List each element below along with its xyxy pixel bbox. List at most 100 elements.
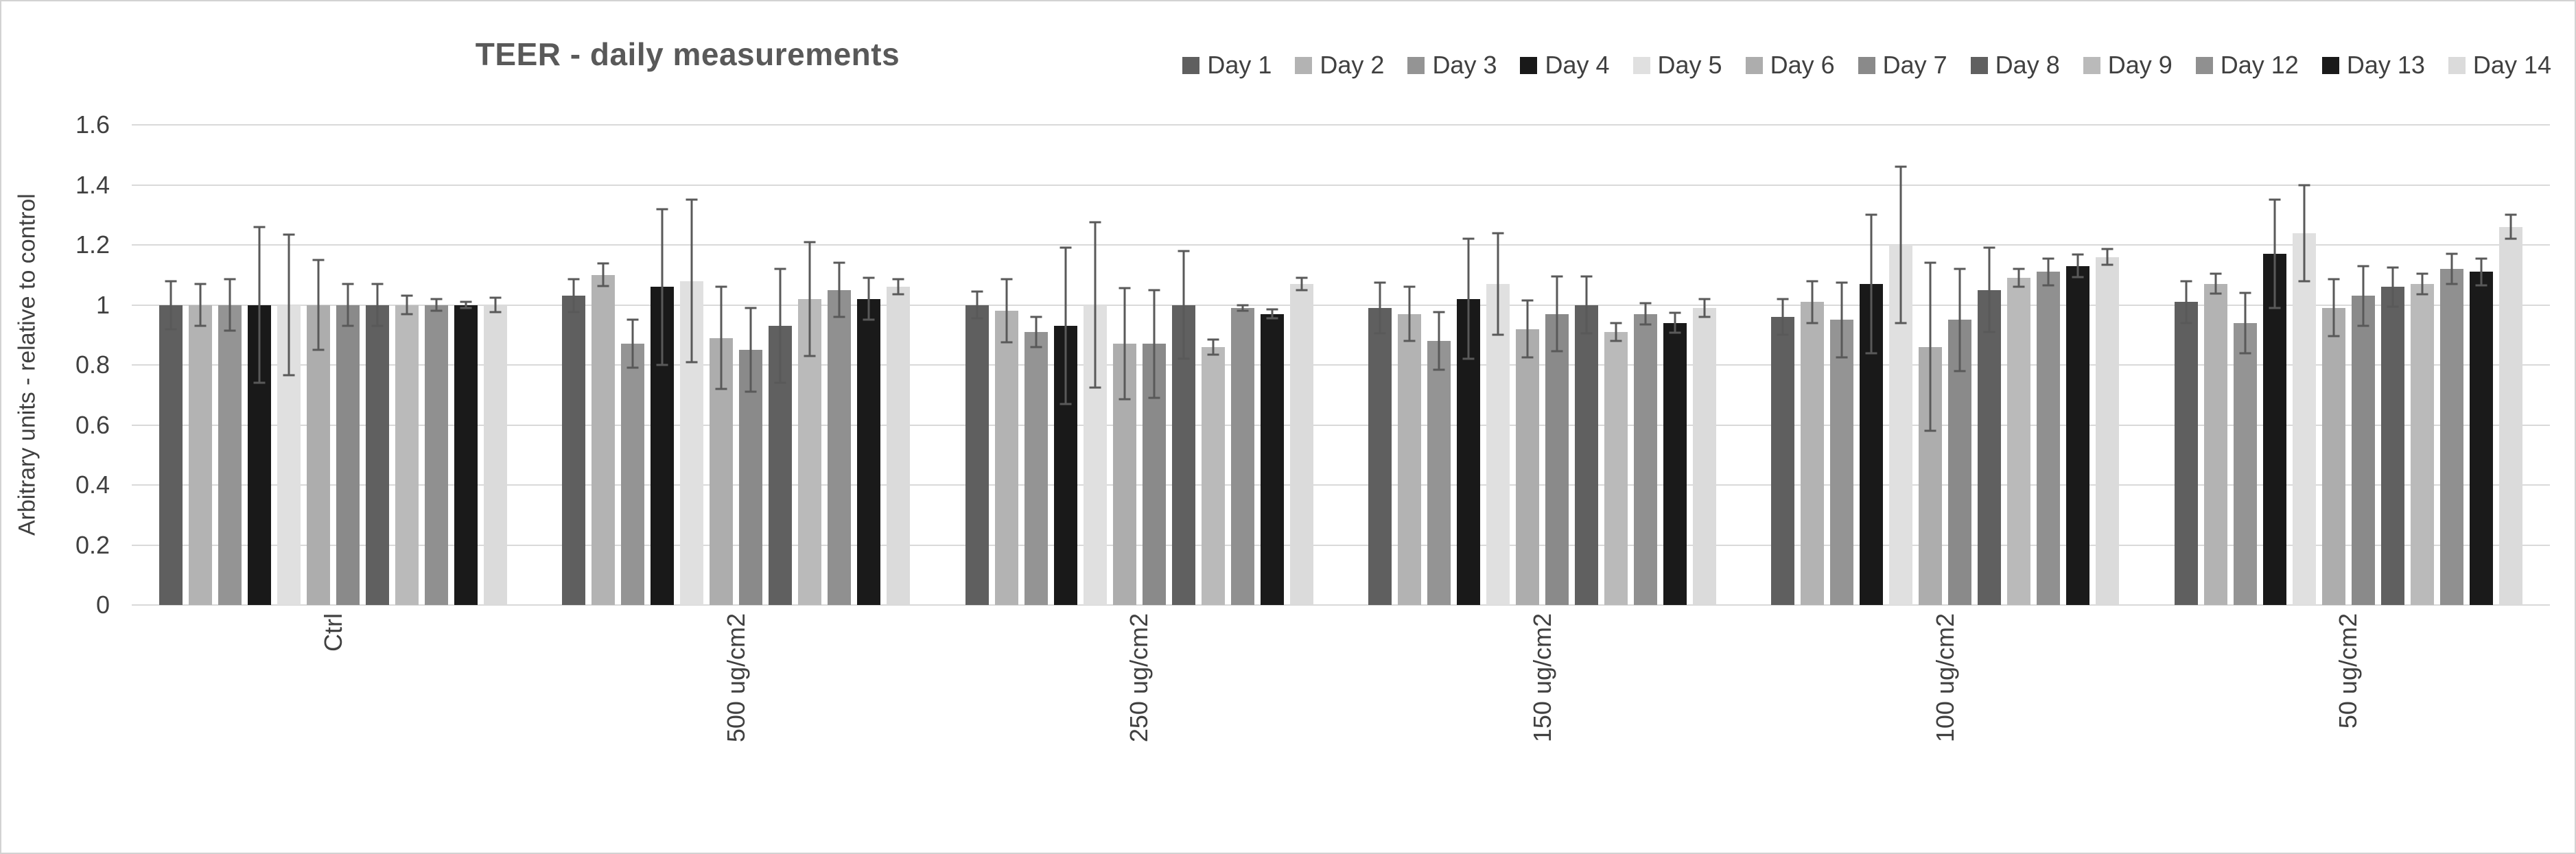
bar-day-13 [454, 305, 478, 605]
bar-slot [2233, 125, 2257, 605]
bar-day-1 [1771, 317, 1795, 605]
legend-item-day-9: Day 9 [2083, 51, 2173, 80]
bar-slot [1083, 125, 1107, 605]
error-bar-line [1958, 269, 1961, 371]
bar-day-13 [1260, 313, 1284, 605]
y-tick-label: 0.6 [75, 410, 110, 439]
error-bar-cap-top [1610, 322, 1622, 324]
legend-label: Day 13 [2346, 51, 2425, 79]
error-bar-cap-bottom [745, 390, 757, 393]
bar-groups [132, 125, 2550, 605]
error-bar-cap-bottom [1698, 316, 1711, 318]
bar-day-12 [1230, 307, 1254, 605]
error-bar-cap-top [597, 262, 609, 265]
grid-line [132, 304, 2550, 306]
error-bar-line [465, 302, 467, 308]
error-bar-line [1644, 303, 1647, 324]
legend-marker-icon [2321, 56, 2339, 74]
y-tick-label: 0.8 [75, 351, 110, 379]
error-bar-cap-bottom [774, 381, 786, 384]
error-bar-line [1674, 313, 1676, 333]
bar-slot [1860, 125, 1884, 605]
bar-slot [857, 125, 881, 605]
error-bar-cap-top [1836, 281, 1848, 284]
bar-day-3 [218, 305, 242, 605]
error-bar-cap-bottom [2013, 285, 2025, 288]
error-bar-cap-bottom [1610, 340, 1622, 342]
legend-marker-icon [1745, 56, 1763, 74]
error-bar-cap-bottom [1178, 357, 1190, 360]
error-bar-line [661, 209, 664, 365]
bar-slot [1663, 125, 1687, 605]
error-bar-cap-bottom [1296, 289, 1308, 292]
bar-slot [1171, 125, 1195, 605]
bar-slot [336, 125, 360, 605]
error-bar-cap-top [686, 198, 698, 201]
error-bar-cap-bottom [1374, 332, 1386, 335]
error-bar-cap-top [1237, 304, 1249, 306]
error-bar-cap-top [1777, 298, 1789, 300]
bar-slot [1142, 125, 1166, 605]
bar-day-6 [2321, 307, 2345, 605]
error-bar-cap-top [2269, 198, 2281, 201]
bar-group-500-ug-cm2 [535, 125, 937, 605]
bar-day-13 [2066, 265, 2090, 605]
error-bar-line [631, 320, 634, 368]
legend-label: Day 4 [1545, 51, 1610, 79]
legend-item-day-8: Day 8 [1970, 51, 2060, 80]
legend-item-day-7: Day 7 [1858, 51, 1947, 80]
error-bar-cap-top [2475, 257, 2487, 260]
error-bar-cap-top [863, 276, 875, 279]
bar-day-7 [1545, 313, 1569, 605]
bar-slot [1693, 125, 1717, 605]
error-bar-cap-bottom [1954, 370, 1966, 372]
error-bar-cap-top [489, 296, 502, 299]
bar-slot [1398, 125, 1422, 605]
legend-marker-icon [1970, 56, 1988, 74]
bar-group-50-ug-cm2 [2147, 125, 2550, 605]
error-bar-cap-top [745, 307, 757, 309]
error-bar-line [1988, 248, 1991, 332]
error-bar-cap-top [1698, 298, 1711, 300]
bar-slot [1634, 125, 1658, 605]
error-bar-cap-top [1433, 311, 1445, 313]
legend-item-day-13: Day 13 [2321, 51, 2425, 80]
error-bar-line [976, 291, 979, 319]
bar-slot [710, 125, 734, 605]
bar-group-100-ug-cm2 [1744, 125, 2146, 605]
error-bar-cap-bottom [342, 324, 354, 327]
bar-slot [1771, 125, 1795, 605]
error-bar-cap-bottom [804, 355, 816, 357]
bar-day-5 [1486, 283, 1510, 605]
error-bar-cap-top [1266, 308, 1278, 311]
y-tick-label: 1 [95, 290, 110, 319]
grid-line [132, 124, 2550, 126]
error-bar-line [2303, 185, 2306, 281]
chart-title: TEER - daily measurements [475, 36, 900, 72]
bar-day-14 [887, 287, 911, 605]
error-bar-cap-top [2042, 257, 2054, 260]
error-bar-cap-bottom [2180, 322, 2192, 324]
legend-label: Day 3 [1432, 51, 1497, 79]
error-bar-cap-bottom [1924, 429, 1936, 432]
bar-day-5 [2292, 233, 2316, 605]
error-bar-line [1811, 281, 1814, 323]
error-bar-cap-top [1030, 316, 1042, 318]
error-bar-cap-bottom [2416, 293, 2428, 296]
error-bar-cap-top [1148, 289, 1160, 292]
bar-slot [2096, 125, 2120, 605]
error-bar-cap-top [1059, 246, 1072, 249]
bar-day-14 [1289, 283, 1313, 605]
legend-label: Day 9 [2107, 51, 2173, 79]
error-bar-line [1870, 215, 1873, 353]
error-bar-cap-bottom [1000, 341, 1013, 344]
error-bar-cap-top [401, 294, 413, 297]
error-bar-line [1585, 276, 1588, 334]
legend-marker-icon [2448, 56, 2466, 74]
x-label-cell: 250 ug/cm2 [938, 613, 1341, 840]
error-bar-line [1064, 248, 1067, 404]
error-bar-cap-top [2013, 268, 2025, 270]
legend-marker-icon [1858, 56, 1875, 74]
error-bar-line [2421, 273, 2424, 295]
